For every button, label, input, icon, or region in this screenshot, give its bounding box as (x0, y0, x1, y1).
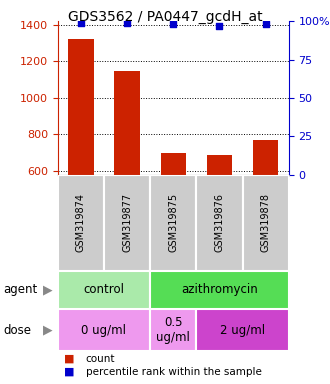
Bar (68, 40, 94, 175)
Text: ▶: ▶ (43, 324, 53, 337)
Bar (58, 175, 104, 271)
Point (171, 21, 176, 27)
Text: GSM319874: GSM319874 (76, 193, 86, 252)
Text: ■: ■ (64, 367, 75, 377)
Point (78, 20, 83, 26)
Bar (104, 175, 150, 271)
Bar (58, 309, 150, 351)
Bar (114, 71, 140, 175)
Text: agent: agent (3, 283, 38, 296)
Text: ■: ■ (64, 354, 75, 364)
Bar (253, 140, 279, 175)
Bar (150, 175, 196, 271)
Text: 0.5
ug/ml: 0.5 ug/ml (156, 316, 190, 344)
Point (124, 20, 130, 26)
Point (263, 21, 268, 27)
Text: GSM319876: GSM319876 (214, 193, 224, 252)
Bar (150, 271, 289, 309)
Text: azithromycin: azithromycin (181, 283, 258, 296)
Text: 2 ug/ml: 2 ug/ml (220, 324, 265, 337)
Text: count: count (86, 354, 115, 364)
Bar (243, 175, 289, 271)
Bar (150, 309, 196, 351)
Bar (196, 309, 289, 351)
Bar (207, 155, 232, 175)
Text: GSM319877: GSM319877 (122, 193, 132, 252)
Bar (58, 271, 150, 309)
Point (217, 23, 222, 29)
Text: GDS3562 / PA0447_gcdH_at: GDS3562 / PA0447_gcdH_at (68, 10, 262, 24)
Text: ▶: ▶ (43, 283, 53, 296)
Bar (161, 153, 186, 175)
Text: 0 ug/ml: 0 ug/ml (82, 324, 126, 337)
Text: percentile rank within the sample: percentile rank within the sample (86, 367, 262, 377)
Text: dose: dose (3, 324, 31, 337)
Bar (196, 175, 243, 271)
Text: control: control (83, 283, 124, 296)
Text: GSM319875: GSM319875 (168, 193, 178, 252)
Text: GSM319878: GSM319878 (261, 193, 271, 252)
